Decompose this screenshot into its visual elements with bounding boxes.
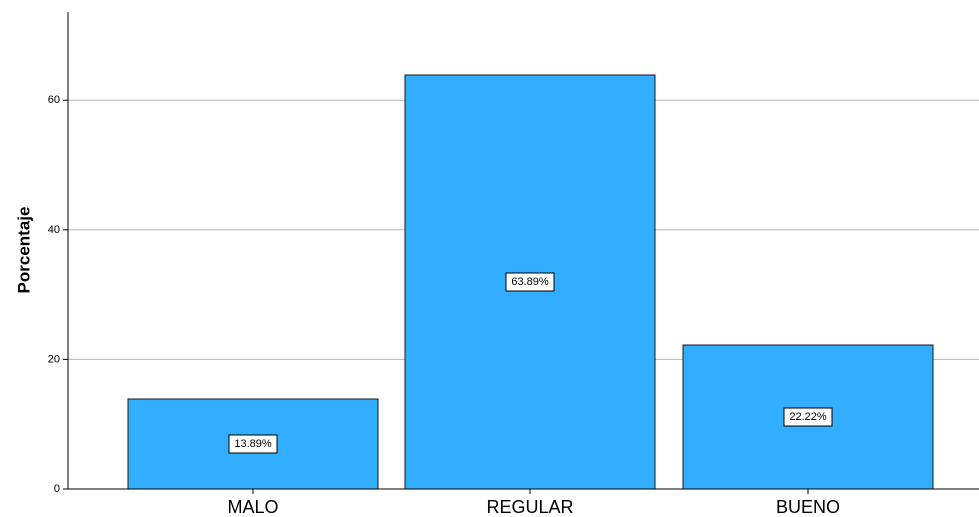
axes bbox=[67, 12, 979, 490]
y-axis-title: Porcentaje bbox=[15, 207, 34, 294]
data-label-regular: 63.89% bbox=[511, 276, 549, 288]
data-labels: 13.89% 63.89% 22.22% bbox=[228, 272, 833, 454]
data-label-malo: 13.89% bbox=[234, 438, 272, 450]
data-label-box bbox=[505, 272, 555, 292]
y-tick-label: 0 bbox=[54, 483, 60, 495]
x-tick-label-regular: REGULAR bbox=[486, 497, 573, 517]
data-label-box bbox=[783, 407, 833, 427]
data-label-bueno: 22.22% bbox=[789, 411, 827, 423]
x-tick-label-bueno: BUENO bbox=[776, 497, 840, 517]
y-tick-label: 60 bbox=[48, 94, 60, 106]
y-tick-label: 20 bbox=[48, 353, 60, 365]
y-tick-label: 40 bbox=[48, 224, 60, 236]
data-label-box bbox=[228, 434, 278, 454]
y-tick-labels: 0 20 40 60 bbox=[48, 94, 68, 495]
x-tick-labels: MALO REGULAR BUENO bbox=[227, 489, 840, 517]
x-tick-label-malo: MALO bbox=[227, 497, 278, 517]
